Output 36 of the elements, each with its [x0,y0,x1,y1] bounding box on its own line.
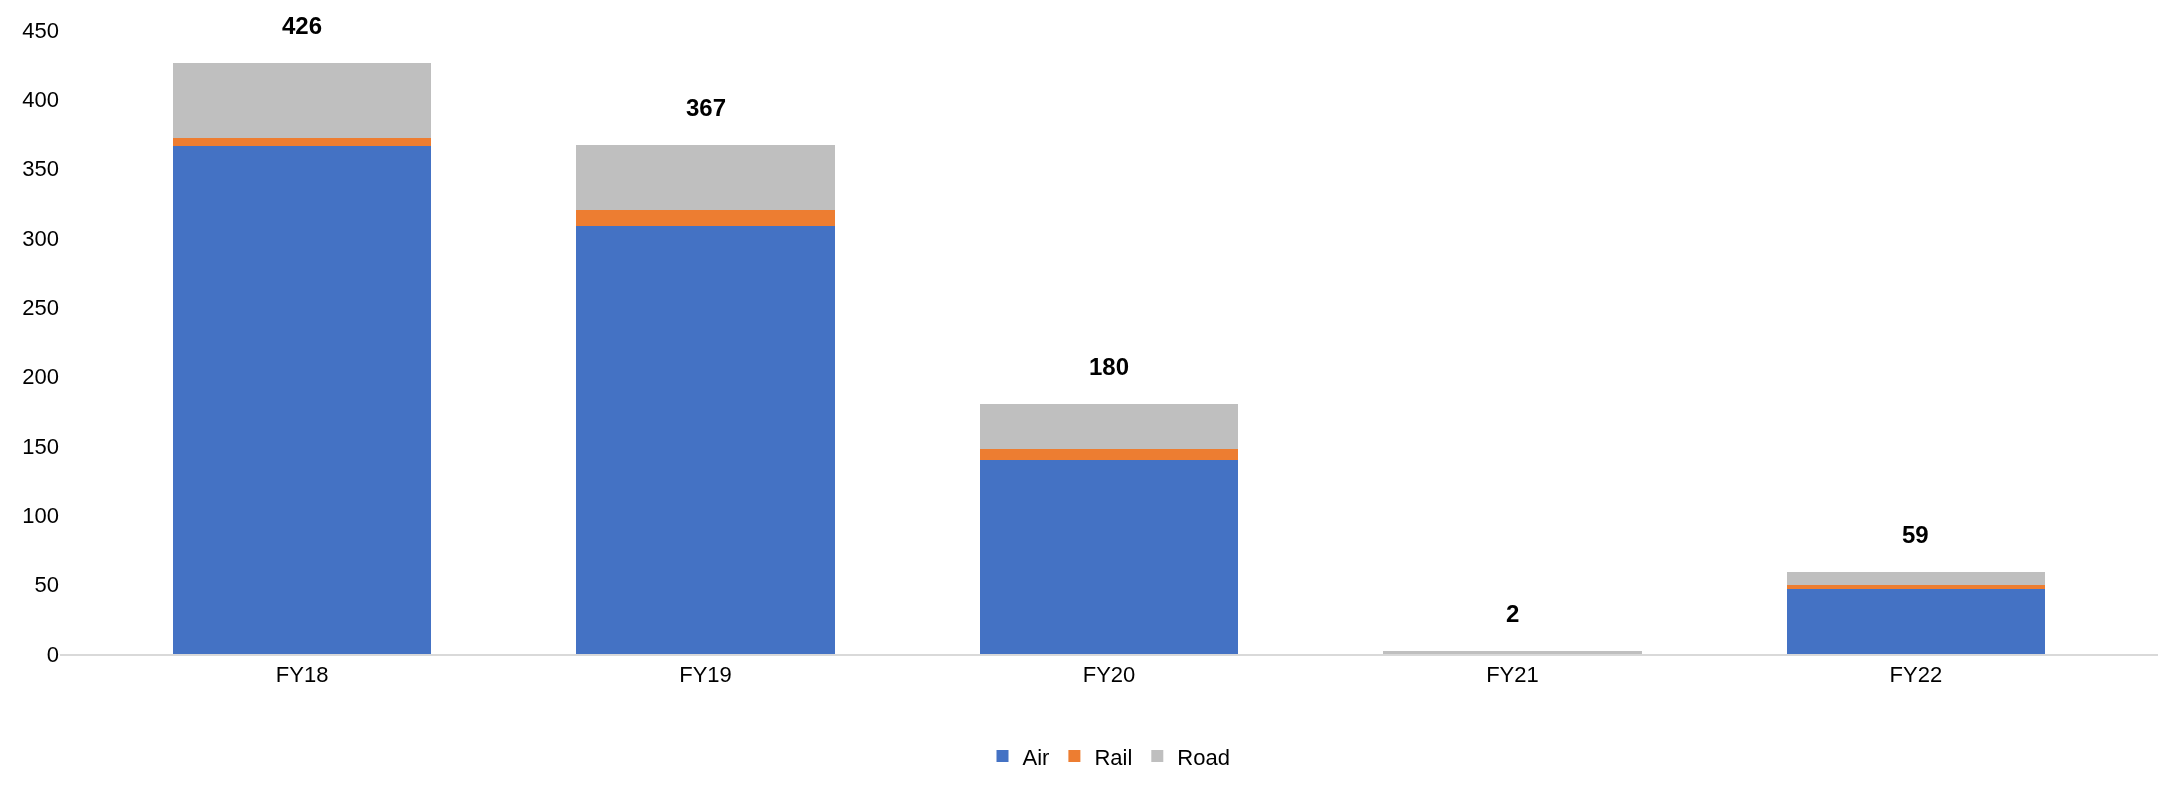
x-tick-label: FY19 [679,662,732,688]
bar [1383,651,1642,654]
total-label: 2 [1506,600,1520,627]
bar [1786,572,2046,585]
y-tick-label: 450 [22,17,59,43]
bar [979,459,1239,654]
y-tick-label: 400 [22,87,59,113]
bar [576,210,835,226]
y-tick-label: 0 [46,641,59,667]
bar [172,63,432,139]
bar [576,145,835,211]
x-tick-label: FY22 [1889,662,1943,688]
x-tick-label: FY20 [1082,662,1136,688]
y-tick-label: 350 [22,156,59,182]
total-label: 426 [282,12,323,39]
bar [979,404,1239,449]
y-tick-label: 200 [22,364,59,390]
x-tick-label: FY21 [1486,662,1539,688]
y-tick-label: 50 [34,572,59,598]
legend-label: Air [1022,744,1050,770]
legend-label: Road [1177,744,1230,770]
total-label: 180 [1089,353,1130,380]
legend-label: Rail [1094,744,1133,770]
y-tick-label: 250 [22,295,59,321]
bar [1786,584,2046,589]
bar [576,225,835,654]
y-tick-label: 150 [22,433,59,459]
total-label: 59 [1902,521,1929,548]
bar [172,146,432,654]
total-label: 367 [686,94,727,121]
bar [1786,588,2046,654]
bar [979,448,1239,460]
x-tick-label: FY18 [275,662,329,688]
y-tick-label: 300 [22,225,59,251]
y-tick-label: 100 [22,503,59,529]
bar [172,138,432,147]
